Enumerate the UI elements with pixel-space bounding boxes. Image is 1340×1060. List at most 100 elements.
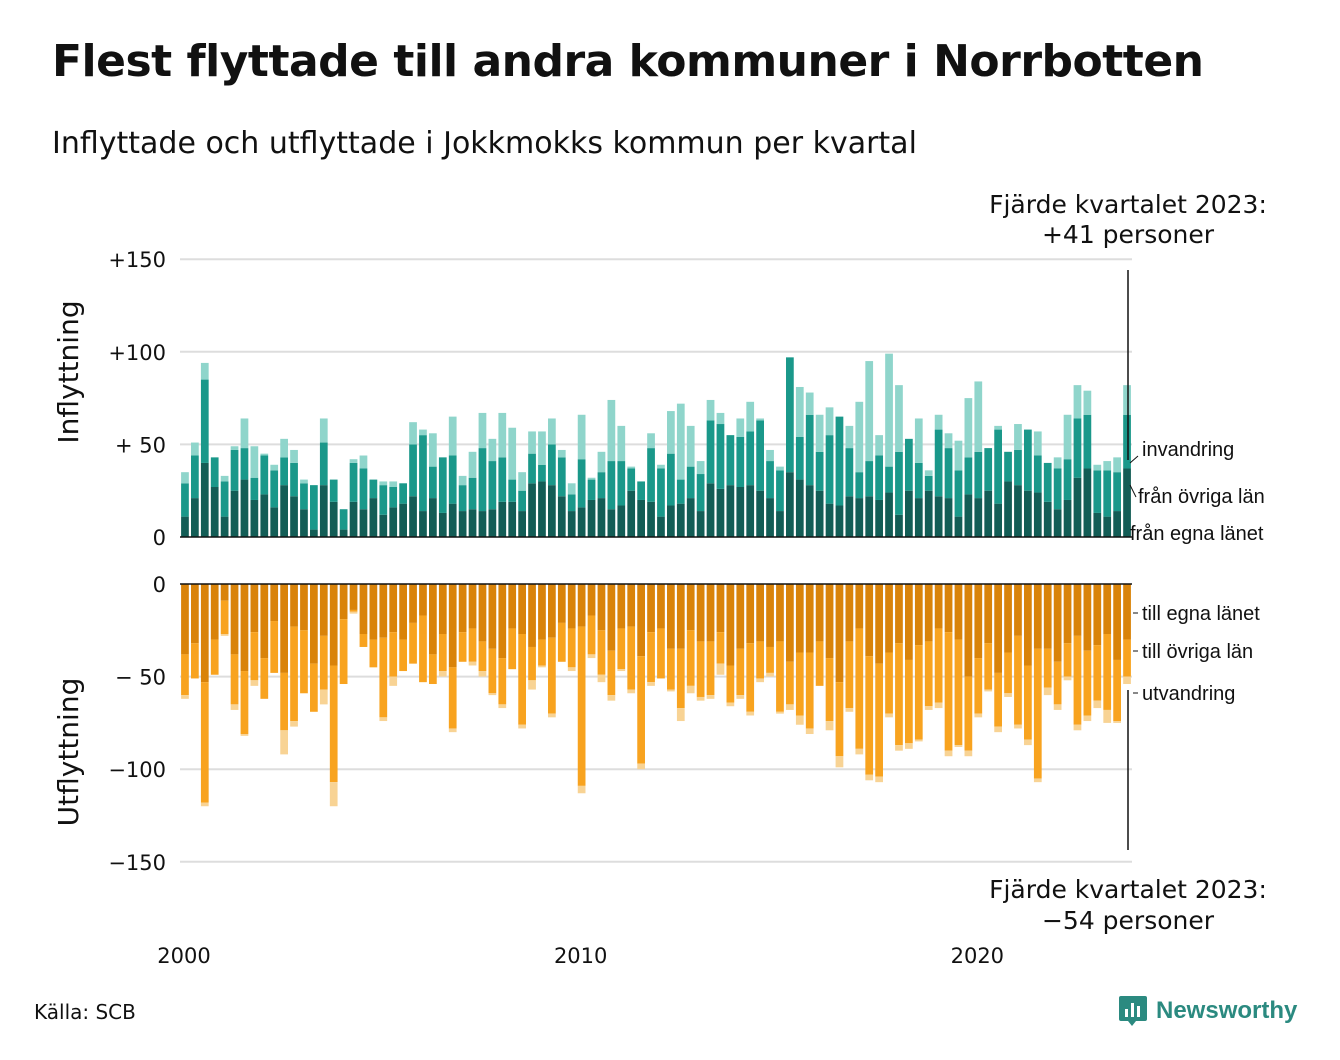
bar-out-2 (706, 695, 715, 699)
bar-in-1 (825, 435, 834, 504)
grid-layer (180, 258, 1132, 863)
bar-out-0 (548, 584, 556, 638)
bar-out-2 (865, 774, 874, 781)
bar-out-0 (508, 584, 517, 629)
bar-out-2 (448, 728, 457, 733)
bar-out-0 (696, 584, 705, 642)
bar-out-1 (458, 632, 467, 662)
bar-out-2 (1004, 693, 1012, 697)
bar-out-1 (825, 658, 834, 722)
bar-in-2 (1073, 385, 1082, 419)
bar-out-0 (825, 584, 834, 659)
bar-out-1 (875, 663, 883, 777)
bar-in-2 (379, 481, 388, 486)
bar-in-2 (924, 470, 933, 476)
bar-in-1 (518, 490, 526, 512)
bar-in-1 (756, 420, 764, 491)
bar-in-2 (954, 440, 963, 471)
bar-out-2 (895, 745, 903, 751)
bar-out-2 (994, 726, 1002, 733)
bar-out-2 (914, 739, 923, 742)
bar-out-0 (855, 584, 864, 629)
bar-in-1 (1113, 472, 1121, 512)
bar-in-0 (290, 496, 298, 537)
bar-in-0 (339, 529, 348, 537)
bar-in-2 (865, 361, 874, 462)
bar-in-0 (508, 501, 517, 537)
bar-in-0 (746, 485, 755, 537)
bar-in-0 (667, 505, 675, 537)
bar-in-2 (448, 416, 457, 456)
bar-in-1 (528, 453, 536, 484)
bar-in-2 (895, 385, 903, 452)
bar-out-0 (726, 584, 735, 666)
bar-out-0 (637, 584, 645, 657)
bar-in-2 (260, 453, 269, 456)
bar-in-1 (478, 448, 487, 512)
bar-in-1 (686, 466, 695, 499)
bar-in-2 (409, 422, 417, 445)
bar-in-2 (1014, 424, 1022, 450)
bar-in-0 (587, 499, 596, 537)
bar-out-2 (329, 782, 338, 807)
bar-out-0 (250, 584, 259, 633)
bar-in-2 (607, 399, 616, 462)
bar-in-0 (438, 512, 447, 537)
bar-out-2 (379, 717, 388, 722)
bar-in-0 (1014, 485, 1022, 537)
bar-in-1 (676, 479, 685, 504)
bar-out-1 (230, 654, 239, 705)
bar-out-1 (1113, 659, 1121, 722)
bar-out-2 (805, 728, 814, 735)
bar-in-0 (488, 509, 497, 537)
bar-out-1 (617, 628, 626, 670)
bar-out-2 (1123, 676, 1131, 685)
bar-out-0 (1113, 584, 1121, 660)
bar-out-1 (815, 641, 824, 686)
bar-out-2 (518, 724, 526, 729)
bar-in-0 (181, 516, 189, 537)
bar-in-2 (488, 438, 497, 462)
bar-in-1 (805, 414, 814, 486)
bar-in-2 (1063, 414, 1072, 460)
bar-out-0 (359, 584, 368, 635)
bar-out-1 (885, 652, 893, 714)
bar-out-2 (776, 711, 784, 714)
bar-out-0 (319, 584, 328, 636)
bar-in-0 (726, 485, 735, 537)
bar-out-2 (1073, 724, 1082, 731)
bar-out-2 (746, 711, 755, 716)
bar-out-2 (756, 678, 764, 683)
bar-in-0 (1123, 468, 1131, 537)
bar-out-1 (924, 641, 933, 707)
bar-out-1 (280, 672, 288, 731)
bar-out-2 (875, 776, 883, 783)
bar-in-0 (300, 509, 308, 537)
bar-out-2 (1014, 724, 1022, 729)
bar-in-0 (1063, 499, 1072, 537)
bar-out-0 (786, 584, 794, 662)
top-y-tick-label: +100 (108, 341, 166, 365)
bar-in-2 (280, 438, 288, 458)
bar-in-1 (448, 455, 457, 504)
bar-in-2 (875, 435, 883, 456)
bar-out-1 (637, 656, 645, 764)
bar-in-2 (548, 418, 556, 445)
bar-in-2 (667, 411, 675, 454)
bar-in-2 (1093, 464, 1102, 471)
bar-in-2 (478, 412, 487, 449)
bar-in-1 (438, 457, 447, 513)
bar-in-1 (706, 420, 715, 484)
bar-in-2 (538, 431, 546, 465)
bar-in-2 (805, 392, 814, 415)
bar-in-1 (934, 429, 943, 497)
bar-out-2 (389, 676, 398, 686)
bar-out-0 (1004, 584, 1012, 653)
bar-in-0 (696, 511, 705, 537)
bar-out-1 (726, 665, 735, 703)
bar-in-2 (686, 425, 695, 467)
bar-out-0 (220, 584, 229, 601)
bar-in-2 (577, 414, 586, 460)
bar-out-0 (766, 584, 774, 647)
bar-out-0 (1083, 584, 1092, 651)
